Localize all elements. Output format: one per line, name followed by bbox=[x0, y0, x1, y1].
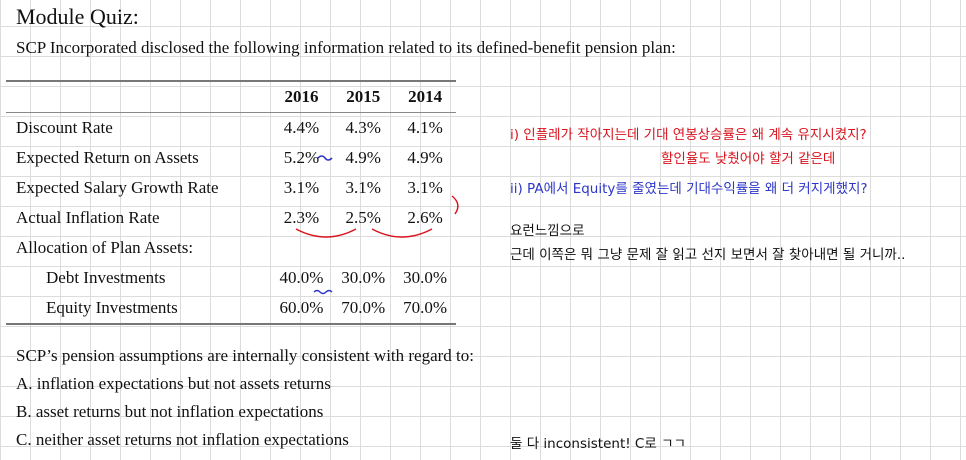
intro-text: SCP Incorporated disclosed the following… bbox=[16, 38, 676, 57]
row-label: Actual Inflation Rate bbox=[16, 208, 160, 227]
year-header: 2015 bbox=[332, 81, 395, 113]
annotation-note-1-line-1: i) 인플레가 작아지는데 기대 연봉상승률은 왜 계속 유지시켰지? bbox=[510, 127, 867, 143]
quiz-title: Module Quiz: bbox=[16, 4, 139, 29]
annotation-note-1-line-2: 할인율도 낮췄어야 할거 같은데 bbox=[661, 151, 836, 167]
red-bracket-mark bbox=[451, 195, 459, 215]
table-header-row: 2016 2015 2014 bbox=[6, 81, 456, 113]
annotation-note-3-line-1: 요런느낌으로 bbox=[510, 223, 585, 239]
year-header: 2016 bbox=[270, 81, 333, 113]
option-b[interactable]: B. asset returns but not inflation expec… bbox=[16, 402, 324, 421]
table-cell: 4.9% bbox=[407, 148, 443, 167]
table-cell: 60.0% bbox=[279, 298, 324, 317]
table-row: Equity Investments 60.0% 70.0% 70.0% bbox=[6, 293, 456, 324]
annotation-note-3-line-2: 근데 이쪽은 뭐 그냥 문제 잘 읽고 선지 보면서 잘 찾아내면 될 거니까.… bbox=[510, 247, 906, 263]
pension-data-table: 2016 2015 2014 Discount Rate 4.4% 4.3% 4… bbox=[6, 80, 456, 325]
red-arc-mark bbox=[295, 228, 357, 238]
table-row: Allocation of Plan Assets: bbox=[6, 233, 456, 263]
table-cell: 3.1% bbox=[345, 178, 381, 197]
table-row: Expected Return on Assets 5.2% 4.9% 4.9% bbox=[6, 143, 456, 173]
table-cell: 4.4% bbox=[283, 118, 320, 137]
row-label: Discount Rate bbox=[16, 118, 113, 137]
annotation-answer: 둘 다 inconsistent! C로 ㄱㄱ bbox=[510, 436, 686, 452]
table-cell: 5.2% bbox=[283, 148, 320, 167]
table-row: Debt Investments 40.0% 30.0% 30.0% bbox=[6, 263, 456, 293]
table-cell: 40.0% bbox=[279, 268, 324, 287]
question-text: SCP’s pension assumptions are internally… bbox=[16, 346, 475, 365]
table-cell: 4.3% bbox=[345, 118, 381, 137]
table-cell: 2.3% bbox=[283, 208, 320, 227]
row-label: Expected Salary Growth Rate bbox=[16, 178, 219, 197]
blue-tilde-mark bbox=[317, 155, 333, 161]
blue-squiggle-mark bbox=[313, 289, 333, 295]
table-cell: 30.0% bbox=[403, 268, 448, 287]
row-label: Equity Investments bbox=[46, 298, 178, 317]
table-cell: 70.0% bbox=[403, 298, 448, 317]
table-cell: 3.1% bbox=[283, 178, 320, 197]
row-label: Debt Investments bbox=[46, 268, 166, 287]
table-cell: 4.9% bbox=[345, 148, 381, 167]
year-header: 2014 bbox=[394, 81, 456, 113]
option-c[interactable]: C. neither asset returns not inflation e… bbox=[16, 430, 349, 449]
row-label: Expected Return on Assets bbox=[16, 148, 199, 167]
table-row: Expected Salary Growth Rate 3.1% 3.1% 3.… bbox=[6, 173, 456, 203]
table-cell: 4.1% bbox=[407, 118, 443, 137]
table-cell: 2.5% bbox=[345, 208, 381, 227]
red-arc-mark bbox=[371, 228, 433, 238]
table-row: Actual Inflation Rate 2.3% 2.5% 2.6% bbox=[6, 203, 456, 233]
option-a[interactable]: A. inflation expectations but not assets… bbox=[16, 374, 331, 393]
table-cell: 3.1% bbox=[407, 178, 443, 197]
header-label-cell bbox=[6, 81, 271, 113]
table-cell: 70.0% bbox=[341, 298, 386, 317]
row-label: Allocation of Plan Assets: bbox=[16, 238, 194, 257]
annotation-note-2: ii) PA에서 Equity를 줄였는데 기대수익률을 왜 더 커지게했지? bbox=[510, 181, 868, 197]
table-cell: 2.6% bbox=[407, 208, 443, 227]
table-row: Discount Rate 4.4% 4.3% 4.1% bbox=[6, 113, 456, 144]
table-cell: 30.0% bbox=[341, 268, 386, 287]
